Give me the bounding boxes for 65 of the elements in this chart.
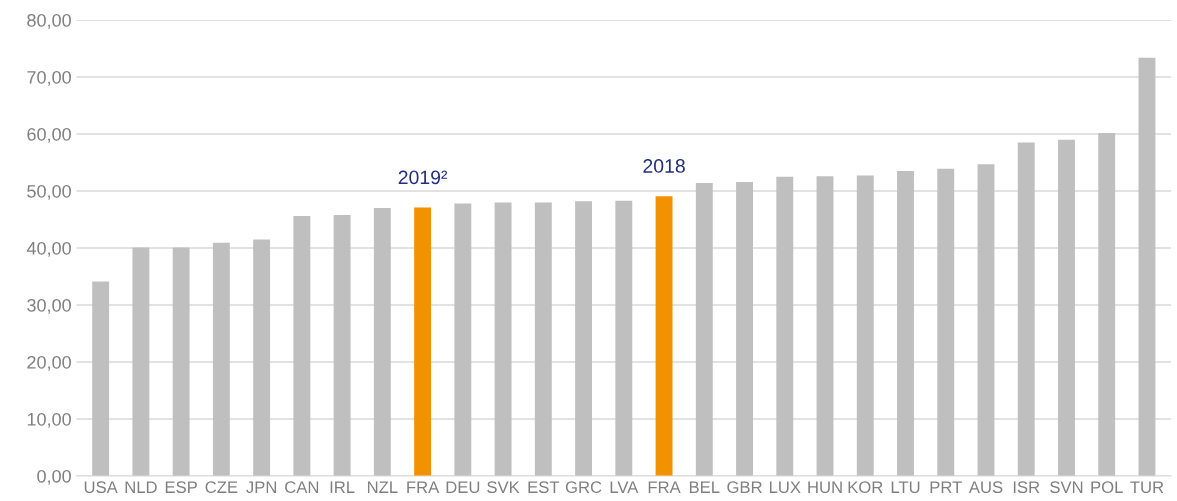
x-tick-label: POL	[1091, 481, 1123, 494]
x-tick-label: USA	[84, 481, 118, 494]
x-tick-label: DEU	[446, 481, 480, 494]
bar	[736, 181, 753, 476]
x-tick-label: GBR	[727, 481, 762, 494]
bar	[494, 202, 512, 476]
x-tick-label: PRT	[930, 481, 962, 493]
y-tick-label: 0,00	[37, 469, 71, 485]
x-tick-label: IRL	[330, 481, 355, 493]
x-tick-label: LUX	[769, 481, 801, 494]
bar	[615, 200, 633, 476]
bar	[1138, 57, 1156, 476]
bar	[937, 168, 955, 476]
bar	[414, 207, 432, 476]
bar	[172, 247, 190, 476]
bar	[293, 216, 311, 476]
x-tick-label: KOR	[848, 481, 883, 494]
bar	[575, 201, 593, 476]
y-tick-label: 40,00	[26, 241, 71, 257]
x-tick-label: HUN	[808, 481, 842, 494]
bar	[92, 281, 110, 476]
annotation: 2019²	[398, 170, 448, 185]
bar	[977, 164, 995, 476]
x-tick-label: LVA	[610, 481, 639, 493]
bar	[373, 208, 391, 476]
bar	[333, 214, 351, 476]
y-tick-label: 60,00	[27, 127, 71, 143]
bar	[1098, 132, 1116, 476]
x-tick-label: NZL	[367, 481, 398, 493]
bar	[132, 247, 150, 476]
x-tick-label: AUS	[968, 481, 1003, 494]
x-tick-label: NLD	[125, 481, 157, 493]
bar	[1058, 139, 1075, 476]
y-tick-label: 20,00	[27, 355, 71, 371]
annotation: 2018	[643, 159, 685, 173]
bar	[856, 175, 874, 476]
x-tick-label: ISR	[1013, 481, 1040, 494]
y-tick-label: 30,00	[27, 298, 71, 314]
x-tick-label: TUR	[1130, 481, 1164, 494]
bar	[454, 203, 472, 476]
bar	[534, 202, 552, 476]
x-tick-label: EST	[528, 481, 560, 494]
y-tick-label: 70,00	[27, 70, 71, 86]
x-tick-label: CZE	[205, 481, 238, 494]
x-tick-label: CAN	[285, 481, 319, 494]
x-tick-label: FRA	[407, 481, 440, 493]
bar	[776, 176, 794, 476]
y-tick-label: 80,00	[27, 13, 71, 29]
x-tick-label: SVN	[1050, 481, 1083, 494]
bar	[655, 196, 673, 476]
bar	[253, 239, 271, 476]
bar	[1017, 142, 1035, 476]
bar	[695, 183, 713, 476]
x-tick-label: JPN	[246, 481, 277, 494]
x-tick-label: BEL	[689, 481, 720, 493]
y-tick-label: 50,00	[27, 184, 71, 200]
y-tick-label: 10,00	[27, 412, 71, 428]
bar	[212, 242, 230, 476]
x-tick-label: SVK	[487, 481, 520, 494]
bar	[897, 171, 914, 476]
bar	[816, 176, 834, 476]
x-tick-label: GRC	[565, 481, 602, 494]
x-tick-label: FRA	[648, 481, 681, 493]
x-tick-label: ESP	[165, 481, 197, 494]
x-tick-label: LTU	[891, 481, 920, 494]
